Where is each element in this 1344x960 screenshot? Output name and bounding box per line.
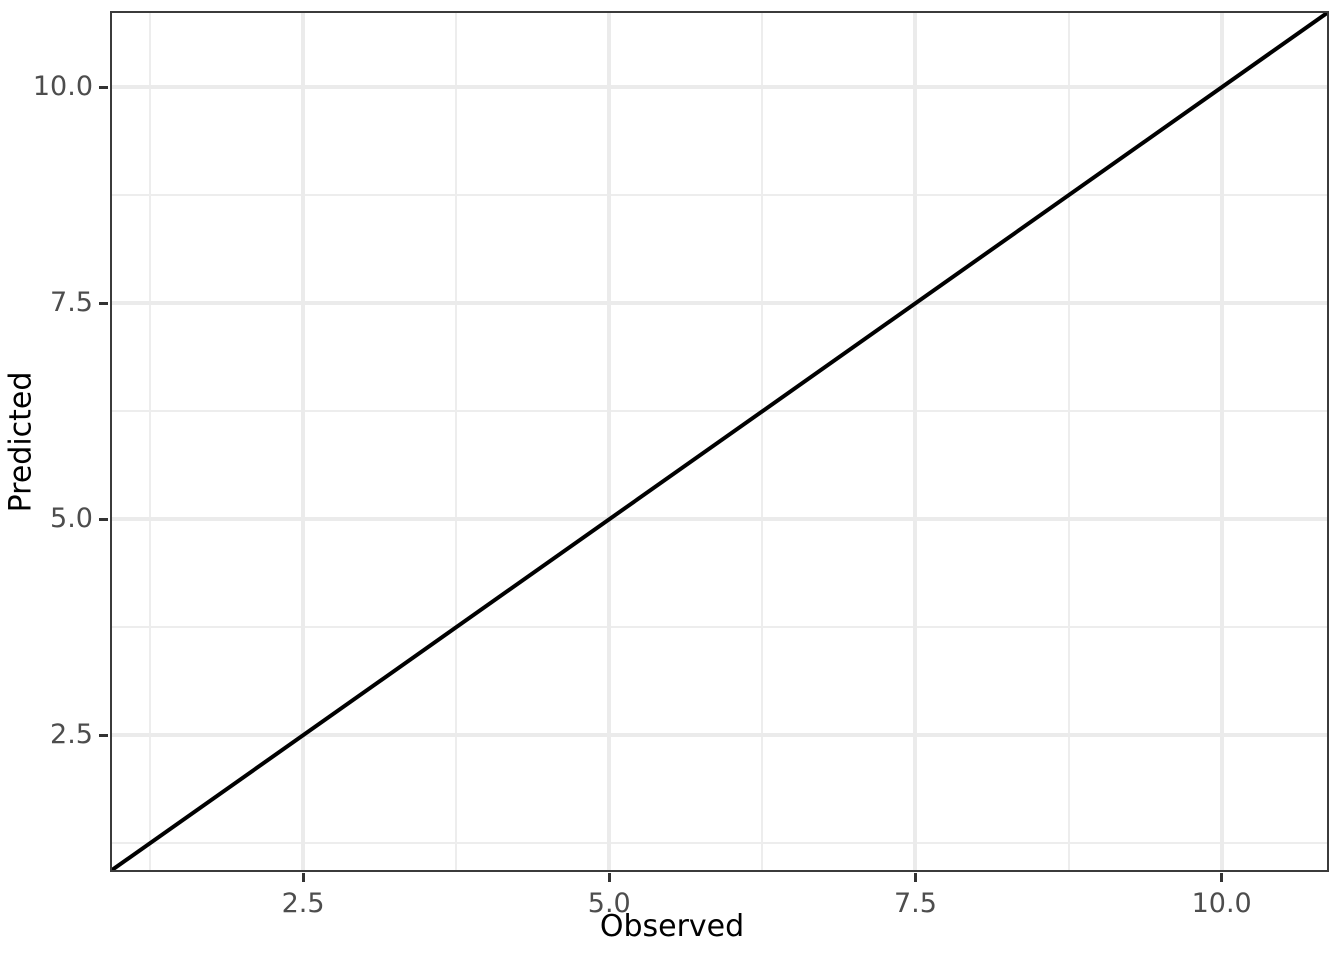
x-tick-mark bbox=[607, 873, 611, 882]
y-tick-label: 10.0 bbox=[32, 71, 93, 103]
plot-panel bbox=[110, 11, 1329, 872]
x-tick-mark bbox=[913, 873, 917, 882]
gridline-minor-horizontal bbox=[112, 626, 1327, 629]
gridline-major-vertical bbox=[913, 13, 918, 870]
y-tick-mark bbox=[99, 85, 108, 89]
x-tick-mark bbox=[301, 873, 305, 882]
y-axis-title-label: Predicted bbox=[3, 371, 38, 512]
gridline-minor-vertical bbox=[455, 13, 458, 870]
gridline-major-vertical bbox=[607, 13, 612, 870]
y-tick-label: 7.5 bbox=[50, 287, 93, 319]
y-tick-mark bbox=[99, 301, 108, 305]
x-tick-label: 10.0 bbox=[1191, 888, 1252, 919]
gridline-major-horizontal bbox=[112, 733, 1327, 738]
data-layer bbox=[112, 13, 1327, 870]
identity-line-svg bbox=[112, 13, 1327, 870]
y-tick-label: 2.5 bbox=[50, 719, 93, 751]
gridline-minor-horizontal bbox=[112, 410, 1327, 413]
gridline-minor-vertical bbox=[761, 13, 764, 870]
x-tick-label: 5.0 bbox=[587, 888, 631, 919]
series-identity-line bbox=[112, 13, 1327, 870]
gridline-minor-horizontal bbox=[112, 842, 1327, 845]
gridline-major-horizontal bbox=[112, 517, 1327, 522]
y-tick-mark bbox=[99, 517, 108, 521]
gridline-major-horizontal bbox=[112, 85, 1327, 90]
x-tick-label: 7.5 bbox=[893, 888, 937, 919]
gridline-minor-horizontal bbox=[112, 194, 1327, 197]
gridline-major-horizontal bbox=[112, 301, 1327, 306]
gridlines-layer bbox=[112, 13, 1327, 870]
y-tick-label: 5.0 bbox=[50, 503, 93, 535]
gridline-minor-vertical bbox=[1067, 13, 1070, 870]
gridline-major-vertical bbox=[1219, 13, 1224, 870]
x-tick-mark bbox=[1220, 873, 1224, 882]
gridline-minor-vertical bbox=[148, 13, 151, 870]
x-axis-title: Observed bbox=[599, 909, 745, 944]
y-tick-mark bbox=[99, 733, 108, 737]
gridline-major-vertical bbox=[301, 13, 306, 870]
y-axis-title: Predicted bbox=[0, 0, 42, 883]
x-tick-label: 2.5 bbox=[281, 888, 325, 919]
